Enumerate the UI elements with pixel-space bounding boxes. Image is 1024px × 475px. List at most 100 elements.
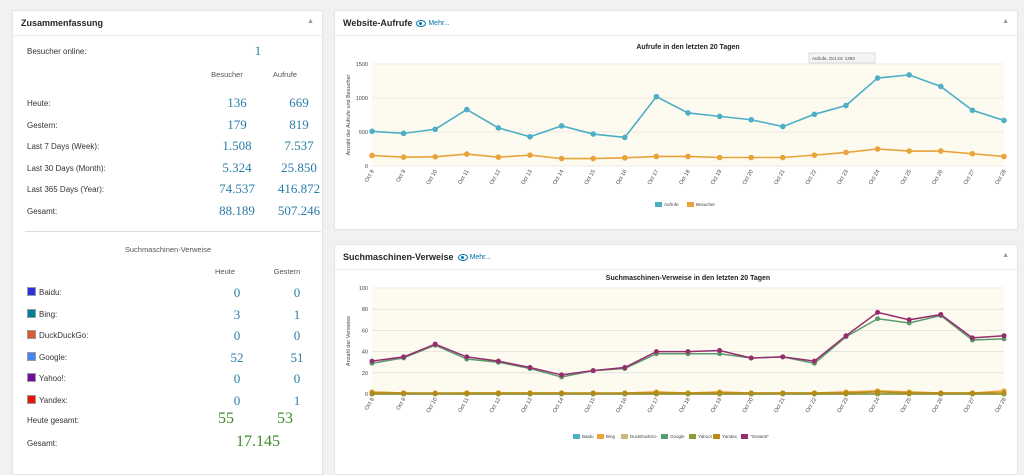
x-tick-label: Oct 27 [963, 169, 976, 186]
stats-row-label: Last 365 Days (Year): [27, 185, 105, 194]
data-point [906, 390, 912, 396]
se-row-label: Bing: [39, 310, 58, 319]
data-point [432, 154, 438, 160]
stats-row-label: Gestern: [27, 121, 58, 130]
data-point [748, 116, 755, 123]
data-point [590, 155, 597, 162]
x-tick-label: Oct 8 [364, 169, 376, 183]
search-more-label: Mehr... [469, 253, 491, 261]
collapse-arrow-icon[interactable]: ▲ [307, 18, 314, 25]
data-point [875, 309, 881, 315]
stats-visitors-value: 5.324 [222, 160, 252, 175]
data-point [495, 154, 502, 160]
se-today-value: 0 [233, 371, 241, 386]
se-today-value: 52 [230, 350, 244, 365]
data-point [400, 130, 407, 137]
data-point [938, 148, 944, 154]
data-point [938, 390, 944, 396]
data-point [717, 390, 723, 396]
legend-swatch [689, 434, 696, 439]
data-point [653, 93, 660, 100]
stats-row-label: Gesamt: [27, 207, 58, 216]
data-point [653, 153, 660, 160]
collapse-arrow-icon[interactable]: ▲ [1002, 252, 1009, 259]
online-label: Besucher online: [27, 47, 87, 56]
x-tick-label: Oct 12 [489, 397, 502, 414]
baidu-icon [27, 287, 36, 296]
x-tick-label: Oct 10 [426, 397, 439, 414]
x-tick-label: Oct 21 [773, 397, 786, 414]
data-point [369, 390, 375, 396]
legend-label: Besucher [696, 202, 716, 207]
yandex-icon [27, 395, 36, 404]
se-row-label: Yandex: [39, 396, 68, 405]
data-point [558, 123, 565, 129]
x-tick-label: Oct 19 [710, 397, 723, 414]
summary-panel-header[interactable]: Zusammenfassung ▲ [13, 11, 322, 36]
search-panel: Suchmaschinen-Verweise Mehr... ▲ Suchmas… [334, 244, 1018, 475]
y-axis-label: Anzahl der Verweise [346, 316, 352, 366]
legend-label: "Gesamt" [750, 434, 769, 439]
search-title: Suchmaschinen-Verweise [343, 252, 454, 262]
y-tick-label: 0 [365, 392, 368, 398]
stats-visitors-value: 1.508 [222, 138, 252, 153]
data-point [464, 354, 470, 360]
se-yesterday-value: 51 [290, 350, 304, 365]
hits-panel-header[interactable]: Website-Aufrufe Mehr... ▲ [335, 11, 1017, 36]
se-title: Suchmaschinen-Verweise [124, 245, 212, 254]
summary-panel: Zusammenfassung ▲ Besucher online: 1 Bes… [12, 10, 323, 475]
x-tick-label: Oct 17 [647, 397, 660, 414]
data-point [748, 154, 755, 161]
data-point [527, 365, 533, 370]
search-panel-header[interactable]: Suchmaschinen-Verweise Mehr... ▲ [335, 245, 1017, 270]
x-tick-label: Oct 18 [678, 397, 691, 414]
data-point [811, 390, 817, 396]
legend-label: Bing [606, 434, 616, 439]
x-tick-label: Oct 9 [396, 397, 408, 411]
data-point [685, 153, 691, 160]
tooltip-text: Aufrufe, Oct 24: 1293 [812, 56, 855, 61]
data-point [780, 123, 786, 130]
se-row-label: DuckDuckGo: [39, 331, 89, 340]
legend-label: Baidu [582, 434, 594, 439]
collapse-arrow-icon[interactable]: ▲ [1002, 18, 1009, 25]
grand-total-value: 17.145 [236, 433, 280, 450]
stats-row-label: Last 30 Days (Month): [27, 164, 106, 173]
stats-row-label: Last 7 Days (Week): [27, 142, 100, 151]
x-tick-label: Oct 8 [364, 397, 376, 411]
online-value: 1 [254, 43, 262, 58]
yahoo-icon [27, 373, 36, 382]
hits-chart: Aufrufe in den letzten 20 Tagen 0 500 1000 1… [346, 44, 1008, 207]
se-today-value: 0 [233, 285, 241, 300]
data-point [653, 349, 659, 355]
data-point [432, 341, 438, 347]
google-icon [27, 352, 36, 361]
data-point [969, 390, 975, 396]
data-point [464, 151, 470, 157]
x-tick-label: Oct 16 [615, 169, 628, 186]
data-point [401, 390, 407, 396]
data-point [369, 358, 375, 364]
x-tick-label: Oct 27 [963, 397, 976, 414]
data-point [685, 390, 691, 396]
se-yesterday-value: 0 [293, 371, 301, 386]
data-point [590, 368, 596, 374]
search-more-link[interactable]: Mehr... [457, 253, 491, 261]
x-tick-label: Oct 28 [994, 169, 1007, 186]
legend-label: Google [670, 434, 685, 439]
se-yesterday-value: 1 [293, 393, 301, 408]
online-row: Besucher online: 1 [13, 41, 323, 61]
x-tick-label: Oct 11 [457, 397, 470, 414]
data-point [716, 154, 723, 161]
legend-label: DuckDuckGo [630, 434, 657, 439]
x-tick-label: Oct 25 [900, 169, 913, 186]
x-tick-label: Oct 16 [615, 397, 628, 414]
tooltip-box [808, 52, 876, 64]
data-point [400, 154, 407, 160]
x-tick-label: Oct 17 [647, 169, 660, 186]
x-tick-label: Oct 20 [742, 169, 755, 186]
hits-more-link[interactable]: Mehr... [416, 19, 450, 27]
se-row: Yahoo!: 0 0 [13, 369, 323, 389]
legend-swatch [573, 434, 580, 439]
legend-swatch [741, 434, 748, 439]
